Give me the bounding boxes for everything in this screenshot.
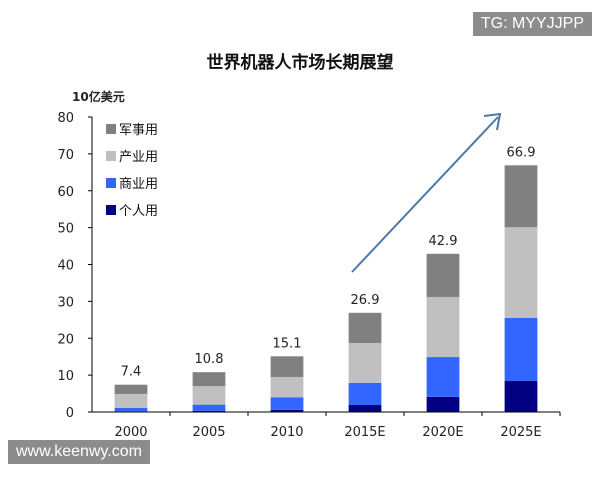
legend-swatch xyxy=(106,178,116,188)
watermark-bottom: www.keenwy.com xyxy=(8,440,150,464)
legend-swatch xyxy=(106,151,116,161)
watermark-top: TG: MYYJJPP xyxy=(472,12,592,36)
bar-segment-军事用 xyxy=(114,384,148,394)
bar-segment-个人用 xyxy=(348,404,382,412)
legend-label: 个人用 xyxy=(119,204,158,219)
y-tick-label: 20 xyxy=(57,332,74,347)
legend-label: 商业用 xyxy=(119,177,158,192)
data-label: 26.9 xyxy=(351,293,380,308)
data-label: 15.1 xyxy=(273,336,302,351)
trend-arrow-head-icon xyxy=(483,112,502,131)
trend-arrow-line xyxy=(351,116,499,273)
bar-segment-军事用 xyxy=(270,356,304,377)
legend-label: 军事用 xyxy=(119,123,158,138)
x-tick-label: 2000 xyxy=(114,425,147,440)
y-tick-label: 0 xyxy=(66,406,74,421)
y-tick-label: 40 xyxy=(57,259,74,274)
y-tick-label: 30 xyxy=(57,295,74,310)
bar-segment-个人用 xyxy=(270,409,304,412)
bar-segment-个人用 xyxy=(504,381,538,412)
x-tick-label: 2015E xyxy=(344,425,385,440)
bar-segment-军事用 xyxy=(426,253,460,297)
data-label: 42.9 xyxy=(429,234,458,249)
bar-segment-产业用 xyxy=(348,343,382,383)
y-tick-label: 80 xyxy=(57,111,74,126)
bar-segment-个人用 xyxy=(426,396,460,412)
y-tick-label: 50 xyxy=(57,222,74,237)
bar-segment-商业用 xyxy=(114,407,148,412)
data-label: 66.9 xyxy=(507,145,536,160)
x-tick-label: 2025E xyxy=(500,425,541,440)
bar-segment-产业用 xyxy=(504,227,538,318)
y-tick-label: 10 xyxy=(57,369,74,384)
x-tick-label: 2010 xyxy=(270,425,303,440)
bar-segment-个人用 xyxy=(114,411,148,412)
y-tick-label: 70 xyxy=(57,148,74,163)
y-axis-label: 10亿美元 xyxy=(72,90,125,104)
bar-segment-军事用 xyxy=(348,312,382,344)
bar-segment-产业用 xyxy=(192,386,226,405)
bar-segment-军事用 xyxy=(192,372,226,387)
bar-segment-商业用 xyxy=(426,357,460,397)
x-tick-label: 2005 xyxy=(192,425,225,440)
bar-segment-军事用 xyxy=(504,165,538,228)
chart-title: 世界机器人市场长期展望 xyxy=(206,53,394,73)
bar-segment-产业用 xyxy=(426,296,460,358)
bar-segment-商业用 xyxy=(270,397,304,410)
bar-segment-产业用 xyxy=(114,393,148,408)
bar-segment-个人用 xyxy=(192,410,226,412)
y-tick-label: 60 xyxy=(57,185,74,200)
bar-segment-商业用 xyxy=(348,382,382,405)
legend-label: 产业用 xyxy=(119,150,158,165)
bar-segment-商业用 xyxy=(504,317,538,382)
bar-segment-商业用 xyxy=(192,404,226,411)
legend-swatch xyxy=(106,205,116,215)
legend-swatch xyxy=(106,124,116,134)
data-label: 10.8 xyxy=(195,352,224,367)
bar-segment-产业用 xyxy=(270,376,304,398)
x-tick-label: 2020E xyxy=(422,425,463,440)
data-label: 7.4 xyxy=(121,365,142,380)
